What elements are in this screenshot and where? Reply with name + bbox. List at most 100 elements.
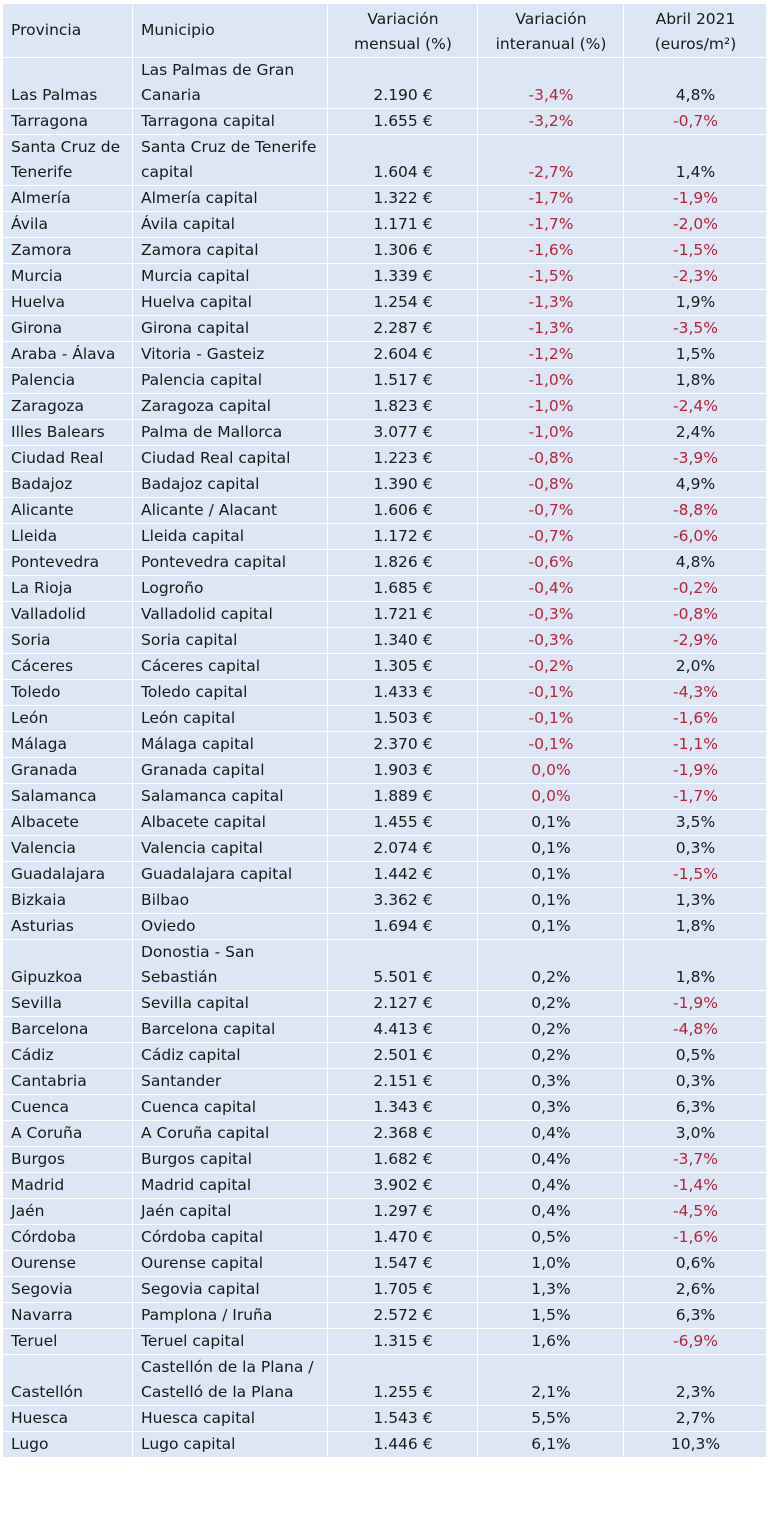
cell-municipio: Ávila capital [132, 211, 328, 238]
cell-variacion-interanual: 1,5% [477, 1302, 624, 1329]
cell-variacion-mensual: 3.077 € [327, 419, 478, 446]
cell-variacion-mensual: 1.172 € [327, 523, 478, 550]
cell-abril-2021: 4,9% [623, 471, 767, 498]
table-row: Málaga Málaga capital 2.370 € -0,1% -1,1% [2, 731, 767, 758]
cell-abril-2021: -1,7% [623, 783, 767, 810]
cell-abril-2021: 0,5% [623, 1042, 767, 1069]
table-row: A Coruña A Coruña capital 2.368 €0,4% 3,0% [2, 1120, 767, 1147]
cell-provincia: Sevilla [2, 990, 133, 1017]
cell-abril-2021: 1,8% [623, 913, 767, 940]
table-row: Madrid Madrid capital 3.902 €0,4% -1,4% [2, 1172, 767, 1199]
cell-variacion-mensual: 2.151 € [327, 1068, 478, 1095]
cell-variacion-mensual: 3.362 € [327, 887, 478, 914]
cell-variacion-mensual: 1.315 € [327, 1328, 478, 1355]
cell-variacion-interanual: -3,4% [477, 57, 624, 109]
cell-variacion-interanual: 5,5% [477, 1405, 624, 1432]
cell-variacion-interanual: -1,3% [477, 289, 624, 316]
cell-variacion-mensual: 2.501 € [327, 1042, 478, 1069]
table-row: Girona Girona capital 2.287 € -1,3% -3,5% [2, 315, 767, 342]
cell-variacion-interanual: -1,7% [477, 211, 624, 238]
cell-variacion-interanual: 2,1% [477, 1354, 624, 1406]
cell-provincia: Huesca [2, 1405, 133, 1432]
cell-provincia: Lleida [2, 523, 133, 550]
cell-abril-2021: -1,5% [623, 237, 767, 264]
cell-municipio: Logroño [132, 575, 328, 602]
cell-municipio: Guadalajara capital [132, 861, 328, 888]
cell-variacion-interanual: 0,3% [477, 1068, 624, 1095]
cell-variacion-interanual: -1,5% [477, 263, 624, 290]
price-table: Provincia Municipio Variación mensual (%… [2, 3, 767, 1458]
cell-abril-2021: -6,9% [623, 1328, 767, 1355]
cell-abril-2021: 1,8% [623, 939, 767, 991]
cell-abril-2021: 0,3% [623, 1068, 767, 1095]
cell-variacion-mensual: 2.604 € [327, 341, 478, 368]
cell-variacion-interanual: -0,1% [477, 731, 624, 758]
cell-municipio: Zamora capital [132, 237, 328, 264]
cell-municipio: Albacete capital [132, 809, 328, 836]
table-row: Ávila Ávila capital 1.171 € -1,7% -2,0% [2, 211, 767, 238]
header-abril-2021: Abril 2021 (euros/m²) [623, 3, 767, 58]
cell-abril-2021: 1,4% [623, 134, 767, 186]
table-row: Las Palmas Las Palmas de Gran Canaria 2.19… [2, 57, 767, 109]
table-row: Illes Balears Palma de Mallorca 3.077 € -1,… [2, 419, 767, 446]
cell-provincia: Castellón [2, 1354, 133, 1406]
cell-abril-2021: 1,5% [623, 341, 767, 368]
table-row: Burgos Burgos capital 1.682 €0,4% -3,7% [2, 1146, 767, 1173]
cell-abril-2021: -1,9% [623, 185, 767, 212]
cell-variacion-interanual: -0,1% [477, 679, 624, 706]
cell-provincia: La Rioja [2, 575, 133, 602]
cell-municipio: Toledo capital [132, 679, 328, 706]
cell-provincia: Girona [2, 315, 133, 342]
cell-provincia: Huelva [2, 289, 133, 316]
cell-variacion-mensual: 1.470 € [327, 1224, 478, 1251]
cell-variacion-mensual: 1.442 € [327, 861, 478, 888]
cell-provincia: Zaragoza [2, 393, 133, 420]
cell-variacion-interanual: -1,7% [477, 185, 624, 212]
cell-variacion-interanual: -0,8% [477, 471, 624, 498]
cell-provincia: Segovia [2, 1276, 133, 1303]
cell-variacion-mensual: 1.889 € [327, 783, 478, 810]
cell-variacion-mensual: 3.902 € [327, 1172, 478, 1199]
cell-variacion-interanual: -0,3% [477, 601, 624, 628]
cell-abril-2021: -1,6% [623, 1224, 767, 1251]
cell-municipio: Granada capital [132, 757, 328, 784]
cell-variacion-mensual: 1.705 € [327, 1276, 478, 1303]
cell-provincia: Pontevedra [2, 549, 133, 576]
cell-municipio: Cádiz capital [132, 1042, 328, 1069]
cell-provincia: Cuenca [2, 1094, 133, 1121]
cell-provincia: Alicante [2, 497, 133, 524]
cell-variacion-interanual: 0,2% [477, 939, 624, 991]
table-row: Granada Granada capital 1.903 €0,0% -1,9% [2, 757, 767, 784]
cell-variacion-interanual: 0,1% [477, 913, 624, 940]
cell-variacion-mensual: 1.255 € [327, 1354, 478, 1406]
table-row: Almería Almería capital 1.322 € -1,7% -1,9% [2, 185, 767, 212]
cell-provincia: Cádiz [2, 1042, 133, 1069]
table-row: Navarra Pamplona / Iruña 2.572 €1,5% 6,3% [2, 1302, 767, 1329]
cell-abril-2021: 4,8% [623, 549, 767, 576]
cell-variacion-interanual: 0,1% [477, 809, 624, 836]
cell-provincia: Granada [2, 757, 133, 784]
cell-municipio: Cuenca capital [132, 1094, 328, 1121]
cell-municipio: Córdoba capital [132, 1224, 328, 1251]
table-row: Barcelona Barcelona capital 4.413 €0,2% -4,… [2, 1016, 767, 1043]
cell-municipio: León capital [132, 705, 328, 732]
cell-municipio: Santa Cruz de Tenerife capital [132, 134, 328, 186]
cell-provincia: Cantabria [2, 1068, 133, 1095]
cell-variacion-mensual: 5.501 € [327, 939, 478, 991]
table-row: Cádiz Cádiz capital 2.501 €0,2% 0,5% [2, 1042, 767, 1069]
cell-municipio: Pamplona / Iruña [132, 1302, 328, 1329]
cell-variacion-interanual: 0,1% [477, 861, 624, 888]
cell-municipio: Zaragoza capital [132, 393, 328, 420]
cell-abril-2021: -3,9% [623, 445, 767, 472]
cell-variacion-mensual: 1.171 € [327, 211, 478, 238]
cell-variacion-mensual: 2.190 € [327, 57, 478, 109]
cell-abril-2021: -1,4% [623, 1172, 767, 1199]
table-row: Palencia Palencia capital 1.517 € -1,0% 1,8% [2, 367, 767, 394]
cell-variacion-mensual: 1.455 € [327, 809, 478, 836]
cell-variacion-interanual: 0,5% [477, 1224, 624, 1251]
cell-provincia: Valladolid [2, 601, 133, 628]
cell-municipio: Oviedo [132, 913, 328, 940]
cell-provincia: León [2, 705, 133, 732]
cell-provincia: Soria [2, 627, 133, 654]
cell-variacion-interanual: 0,2% [477, 1042, 624, 1069]
